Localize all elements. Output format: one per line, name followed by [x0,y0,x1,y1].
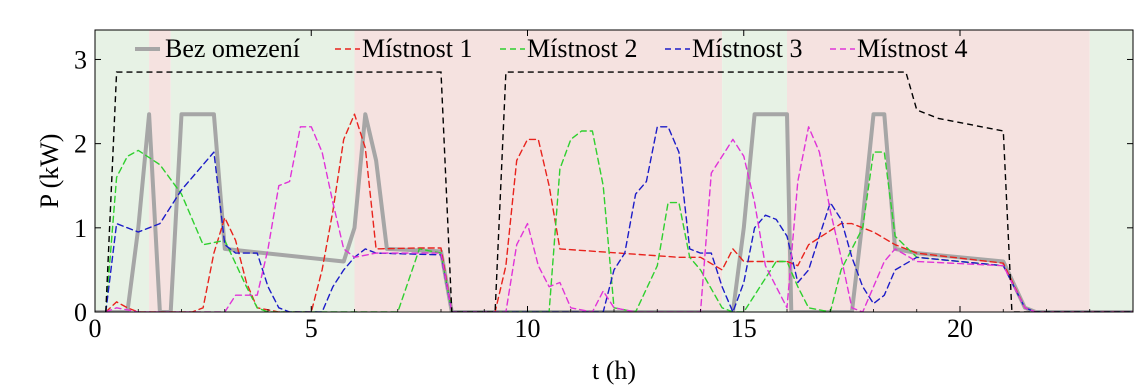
series-line-3 [105,126,1133,312]
legend: Bez omezení Místnost 1 Místnost 2 Místnost … [135,34,968,63]
x-tick-label: 20 [947,314,973,343]
legend-label-4: Místnost 4 [857,34,968,63]
power-limit-line [105,71,1133,312]
legend-label-0: Bez omezení [165,34,300,63]
background-bands [95,30,1133,312]
background-band-red [787,30,1090,312]
axes-group: 0 5 10 15 20 0 1 2 3 [74,29,1134,343]
legend-label-2: Místnost 2 [527,34,638,63]
background-band-green [1089,30,1133,312]
legend-label-1: Místnost 1 [362,34,473,63]
x-tick-label: 0 [89,314,102,343]
y-tick-label: 0 [74,298,87,327]
series-line-1 [105,113,1133,312]
series-line-4 [105,126,1133,312]
y-axis-label: P (kW) [35,134,64,209]
y-tick-label: 3 [74,45,87,74]
background-band-green [722,30,787,312]
y-tick-label: 2 [74,130,87,159]
x-tick-label: 5 [305,314,318,343]
series-line-2 [105,130,1133,312]
x-axis-label: t (h) [592,356,636,385]
background-band-green [170,30,355,312]
background-band-green [95,30,150,312]
legend-label-3: Místnost 3 [692,34,803,63]
y-tick-label: 1 [74,214,87,243]
x-tick-label: 15 [731,314,757,343]
series-group [95,71,1133,312]
x-tick-label: 10 [515,314,541,343]
background-band-red [354,30,723,312]
